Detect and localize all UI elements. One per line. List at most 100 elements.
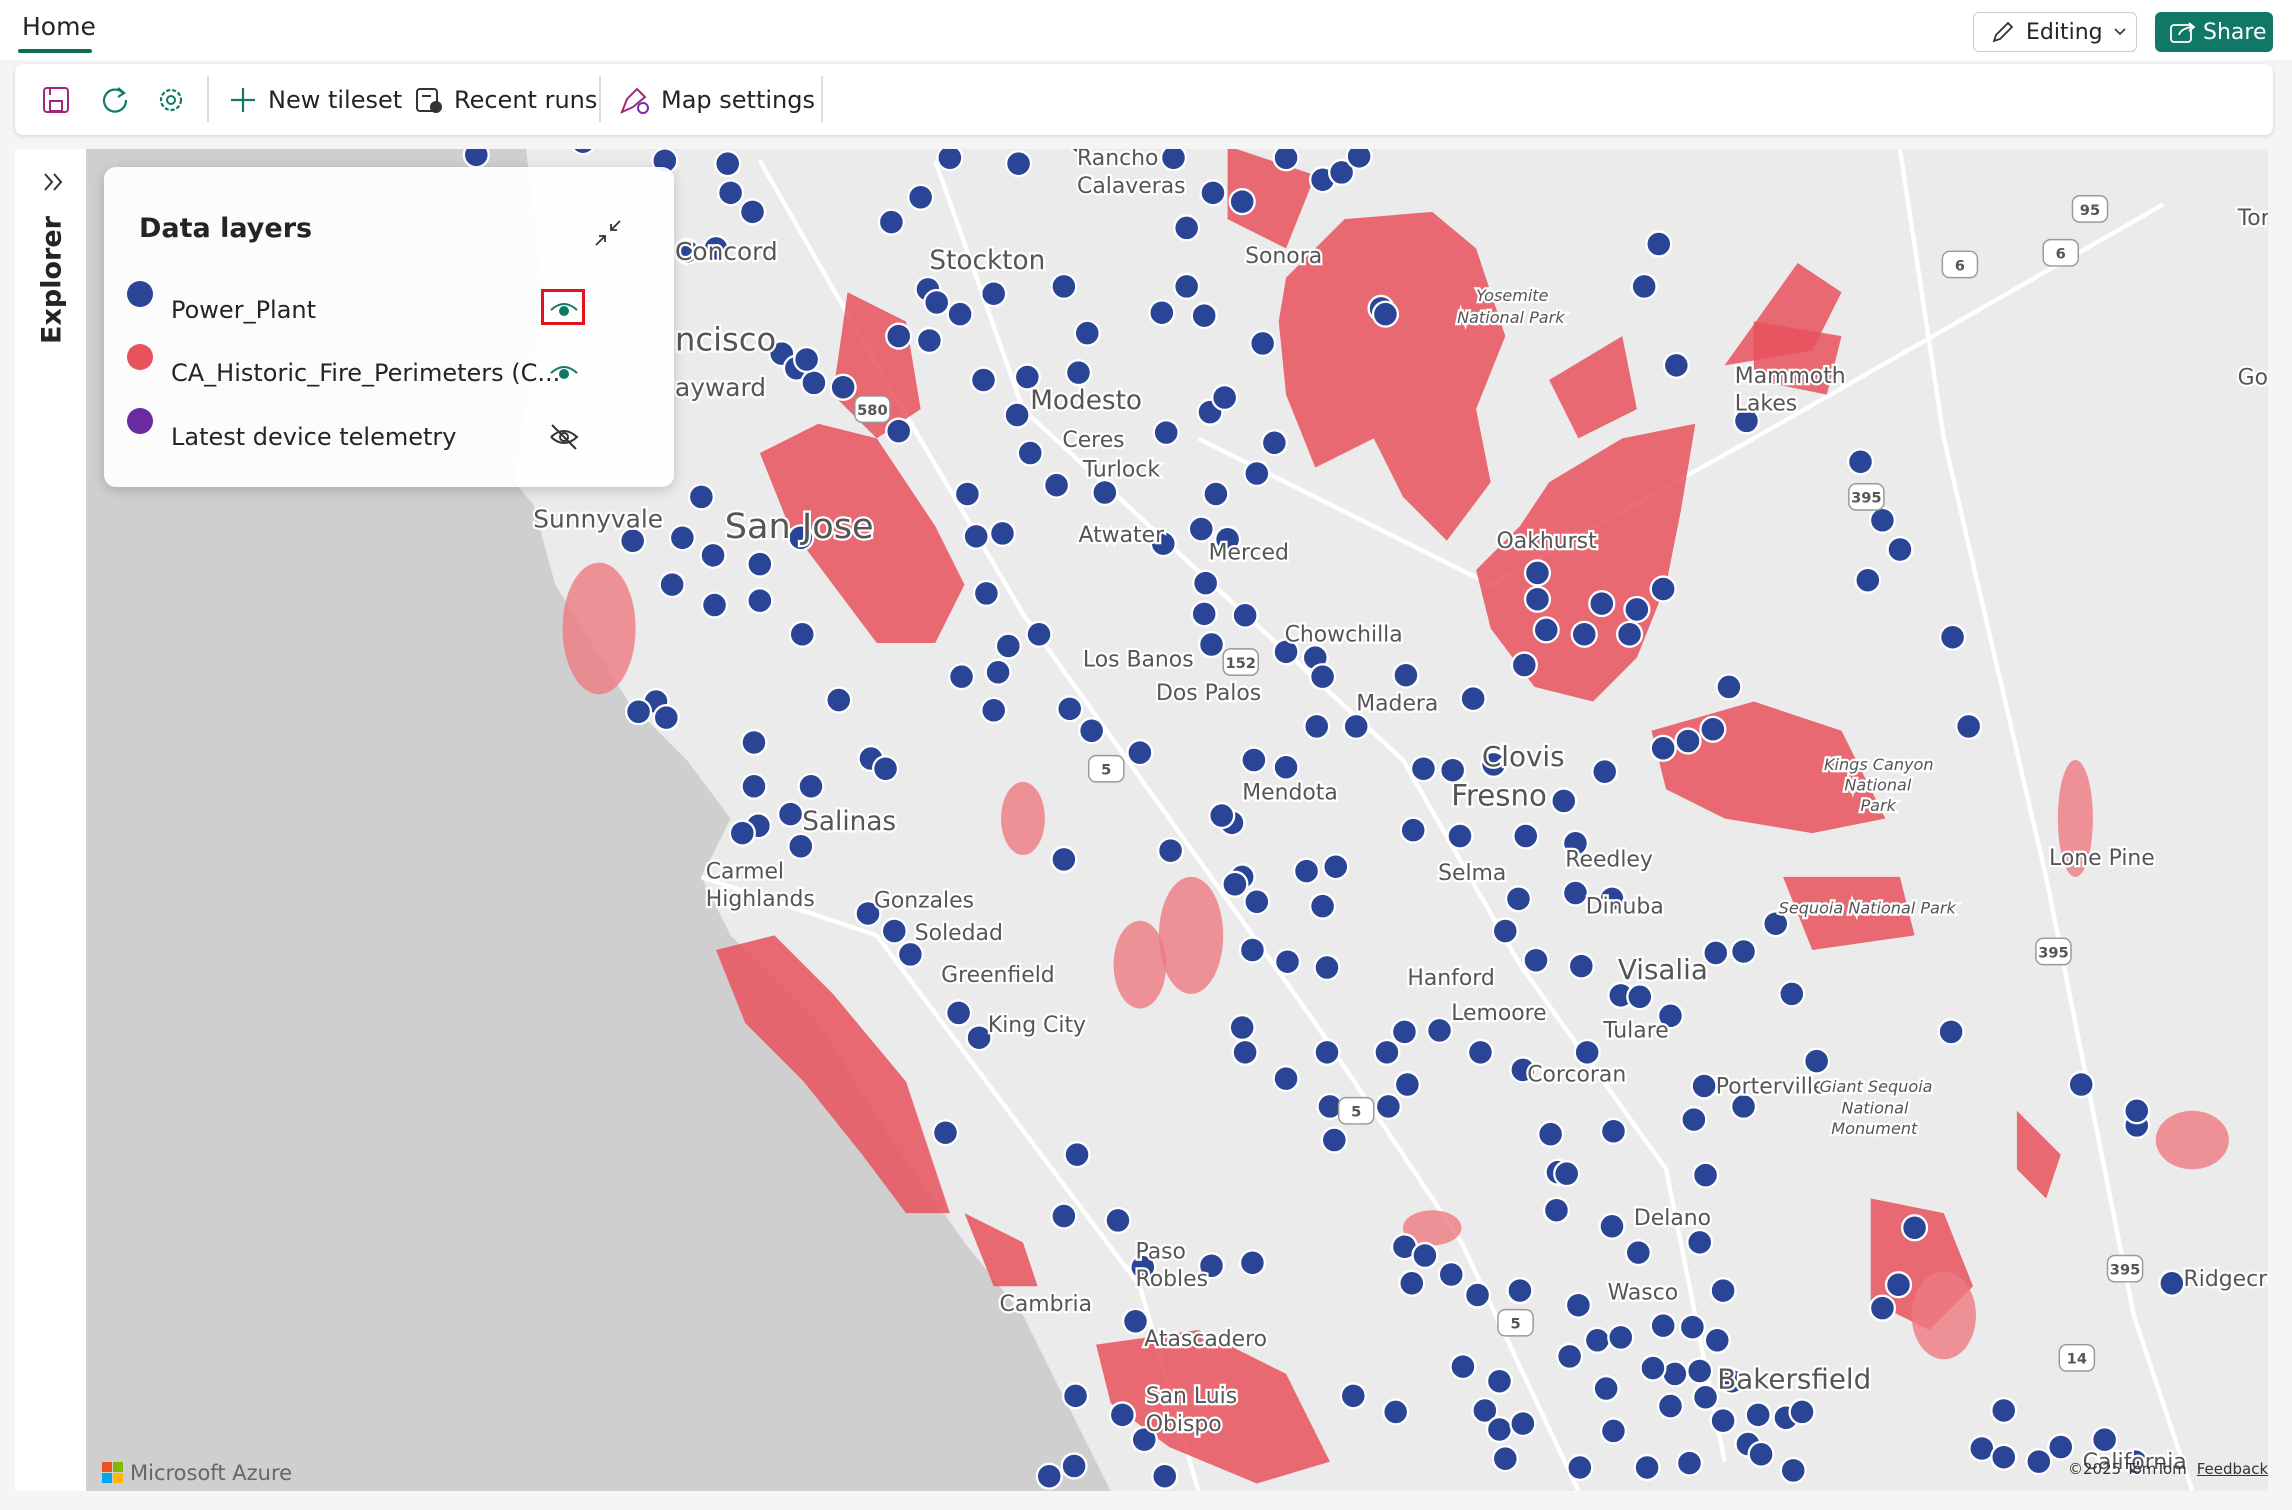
power-plant	[1532, 616, 1560, 644]
power-plant	[1148, 299, 1176, 327]
visible-icon[interactable]	[547, 294, 581, 326]
power-plant	[1937, 1018, 1965, 1046]
layer-name: CA_Historic_Fire_Perimeters (C...	[171, 359, 561, 387]
map-label: Dinuba	[1586, 894, 1664, 919]
highway-number: 5	[1351, 1104, 1361, 1121]
power-plant	[1626, 983, 1654, 1011]
power-plant	[1056, 695, 1084, 723]
power-plant	[1649, 1312, 1677, 1340]
runs-icon	[416, 88, 442, 113]
explorer-label[interactable]: Explorer	[36, 216, 68, 344]
power-plant	[1446, 822, 1474, 850]
map-label: Ridgecre	[2184, 1267, 2273, 1292]
power-plant	[1630, 272, 1658, 300]
save-icon[interactable]	[43, 87, 69, 113]
map-label: National Park	[1457, 308, 1565, 327]
power-plant	[1466, 1038, 1495, 1066]
map-settings-button[interactable]: Map settings	[619, 80, 815, 120]
expand-icon[interactable]	[42, 170, 66, 194]
power-plant	[931, 1119, 960, 1147]
map-label: Corcoran	[1527, 1063, 1626, 1088]
power-plant	[1680, 1105, 1708, 1134]
recent-runs-button[interactable]: Recent runs	[414, 80, 597, 120]
power-plant	[1690, 1072, 1718, 1100]
power-plant	[2091, 1426, 2119, 1454]
power-plant	[1091, 478, 1119, 507]
fire-perimeter	[562, 562, 636, 695]
visible-icon[interactable]	[547, 357, 581, 389]
power-plant	[1718, 1367, 1746, 1395]
map-label: Stockton	[929, 246, 1045, 276]
map-label: Tor	[2237, 206, 2270, 231]
power-plant	[728, 819, 756, 847]
highway-number: 6	[1955, 257, 1965, 274]
power-plant	[1409, 755, 1438, 783]
layer-swatch	[127, 281, 153, 307]
azure-logo: Microsoft Azure	[102, 1461, 292, 1485]
power-plant	[1060, 1452, 1088, 1480]
power-plant	[936, 149, 964, 172]
power-plant	[1050, 845, 1078, 873]
power-plant	[652, 704, 680, 732]
power-plant	[1073, 319, 1101, 347]
power-plant	[1292, 857, 1321, 885]
power-plant	[787, 832, 815, 860]
power-plant	[571, 149, 595, 156]
map-label: Atwater	[1078, 523, 1164, 548]
power-plant	[1159, 149, 1188, 172]
power-plant	[1938, 623, 1967, 651]
power-plant	[1069, 149, 1093, 156]
share-button[interactable]: Share	[2155, 12, 2273, 52]
power-plant	[1192, 569, 1220, 597]
power-plant	[2047, 1433, 2075, 1461]
power-plant	[1598, 885, 1626, 913]
new-tileset-button[interactable]: New tileset	[228, 80, 402, 120]
power-plant	[1197, 630, 1226, 659]
power-plant	[1656, 1392, 1685, 1420]
highway-shield	[2058, 1343, 2096, 1372]
power-plant	[1313, 953, 1341, 982]
power-plant	[1130, 1426, 1158, 1454]
power-plant	[1599, 1117, 1628, 1145]
highway-number: 5	[1101, 762, 1111, 779]
share-icon	[2170, 22, 2196, 43]
power-plant	[1523, 585, 1552, 613]
home-tab[interactable]: Home	[22, 12, 96, 41]
power-plant	[1197, 1252, 1226, 1280]
feedback-link[interactable]: Feedback	[2196, 1460, 2269, 1478]
power-plant	[1715, 673, 1743, 701]
power-plant	[1649, 734, 1677, 762]
map-label: Chowchilla	[1285, 623, 1403, 648]
power-plant	[1778, 980, 1806, 1008]
power-plant	[1633, 1453, 1661, 1482]
power-plant	[1471, 1396, 1499, 1425]
power-plant	[1151, 1462, 1179, 1490]
map-label: Cambria	[1000, 1292, 1092, 1317]
power-plant	[877, 208, 905, 236]
map-label: Bakersfield	[1717, 1363, 1871, 1396]
map-label: Rancho	[1077, 149, 1158, 171]
power-plant	[1846, 448, 1875, 476]
settings-icon[interactable]	[159, 88, 183, 112]
power-plant	[880, 917, 908, 945]
map-label: Mendota	[1242, 780, 1338, 805]
power-plant	[994, 632, 1022, 660]
power-plant	[1108, 1401, 1136, 1429]
power-plant	[953, 480, 981, 508]
hidden-icon[interactable]	[547, 421, 581, 453]
fire-perimeter	[1227, 149, 1316, 249]
collapse-icon[interactable]	[592, 217, 624, 249]
fire-perimeter	[2155, 1110, 2229, 1170]
map-label: ncisco	[675, 321, 776, 359]
editing-button[interactable]: Editing	[1973, 12, 2137, 52]
power-plant	[1373, 1038, 1401, 1066]
power-plant	[1303, 712, 1331, 740]
highway-number: 152	[1225, 655, 1256, 672]
highway-shield	[1848, 482, 1885, 511]
refresh-icon[interactable]	[102, 87, 128, 113]
highway-number: 6	[2056, 246, 2066, 263]
power-plant	[2121, 1448, 2149, 1476]
highlight-box	[541, 289, 585, 325]
power-plant	[673, 237, 701, 265]
power-plant	[1061, 1382, 1090, 1410]
